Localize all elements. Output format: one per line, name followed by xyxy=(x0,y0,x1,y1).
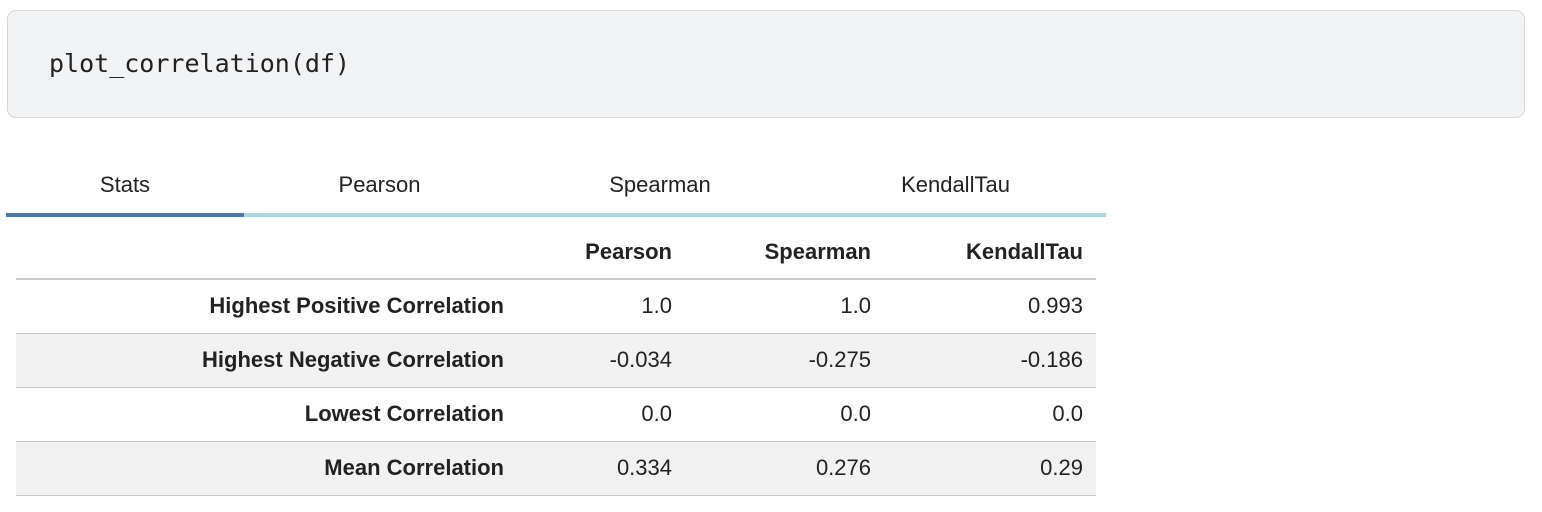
tab[interactable]: KendallTau xyxy=(805,160,1106,217)
header-row: Pearson Spearman KendallTau xyxy=(16,225,1096,280)
table-body: Highest Positive Correlation 1.0 1.0 0.993 H… xyxy=(16,279,1096,496)
cell-value: 0.0 xyxy=(520,387,688,442)
tab[interactable]: Pearson xyxy=(244,160,515,217)
cell-value: 0.0 xyxy=(887,387,1096,442)
row-label: Lowest Correlation xyxy=(16,387,520,442)
tab-bar: Stats Pearson Spearman KendallTau xyxy=(6,160,1106,217)
code-cell: plot_correlation(df) xyxy=(7,10,1525,118)
row-label: Highest Negative Correlation xyxy=(16,333,520,388)
column-header: Pearson xyxy=(520,225,688,280)
tab[interactable]: Stats xyxy=(6,160,244,217)
table-row: Highest Negative Correlation -0.034 -0.275… xyxy=(16,333,1096,388)
row-label: Highest Positive Correlation xyxy=(16,279,520,334)
table-row: Highest Positive Correlation 1.0 1.0 0.993 xyxy=(16,279,1096,334)
cell-value: 1.0 xyxy=(520,279,688,334)
header-cell xyxy=(16,225,520,280)
column-header: Spearman xyxy=(688,225,887,280)
tab[interactable]: Spearman xyxy=(515,160,805,217)
table-row: Lowest Correlation 0.0 0.0 0.0 xyxy=(16,387,1096,442)
stats-table: Pearson Spearman KendallTau Highest Positi… xyxy=(16,225,1096,496)
code-text: plot_correlation(df) xyxy=(49,49,351,78)
cell-value: 0.993 xyxy=(887,279,1096,334)
cell-value: -0.275 xyxy=(688,333,887,388)
table-row: Mean Correlation 0.334 0.276 0.29 xyxy=(16,441,1096,496)
cell-value: 0.334 xyxy=(520,441,688,496)
cell-value: 0.276 xyxy=(688,441,887,496)
cell-value: -0.034 xyxy=(520,333,688,388)
cell-value: -0.186 xyxy=(887,333,1096,388)
cell-value: 0.29 xyxy=(887,441,1096,496)
column-header: KendallTau xyxy=(887,225,1096,280)
cell-value: 1.0 xyxy=(688,279,887,334)
cell-value: 0.0 xyxy=(688,387,887,442)
row-label: Mean Correlation xyxy=(16,441,520,496)
